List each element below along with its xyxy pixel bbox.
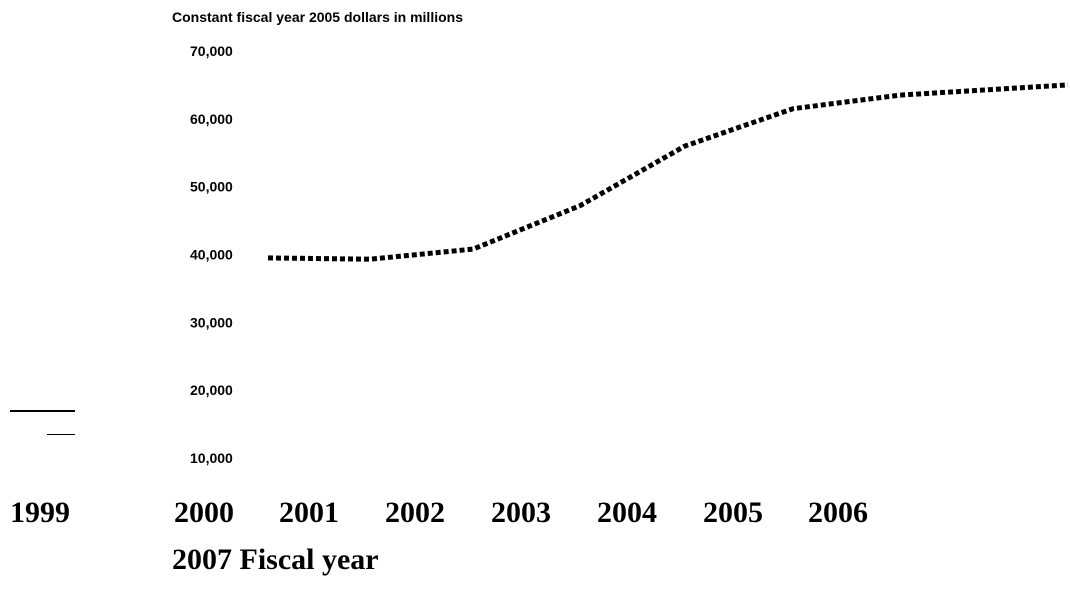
x-tick-label-2006: 2006 bbox=[808, 496, 868, 529]
x-tick-labels: 1999 2000 2001 2002 2003 2004 2005 2006 bbox=[10, 496, 868, 529]
series-layer bbox=[267, 82, 1069, 262]
x-tick-label-2000: 2000 bbox=[174, 496, 234, 529]
y-axis-title: Constant fiscal year 2005 dollars in mil… bbox=[172, 9, 463, 25]
y-tick-labels: 70,000 60,000 50,000 40,000 30,000 20,000 10,0… bbox=[190, 43, 233, 466]
x-tick-label-2005: 2005 bbox=[703, 496, 763, 529]
x-tick-label-2001: 2001 bbox=[279, 496, 339, 529]
y-tick-label-20000: 20,000 bbox=[190, 382, 233, 398]
series-line-0 bbox=[267, 82, 1069, 262]
x-axis-title-line: 2007 Fiscal year bbox=[172, 543, 379, 577]
x-axis-title: Fiscal year bbox=[239, 543, 379, 576]
y-tick-label-70000: 70,000 bbox=[190, 43, 233, 59]
y-tick-label-30000: 30,000 bbox=[190, 314, 233, 330]
y-tick-label-50000: 50,000 bbox=[190, 179, 233, 195]
legend-line-thin bbox=[47, 434, 75, 435]
legend-line-solid bbox=[10, 410, 75, 412]
y-tick-label-10000: 10,000 bbox=[190, 450, 233, 466]
x-tick-label-2003: 2003 bbox=[491, 496, 551, 529]
x-tick-label-2004: 2004 bbox=[597, 496, 657, 529]
x-tick-label-2007: 2007 bbox=[172, 543, 232, 576]
y-tick-label-60000: 60,000 bbox=[190, 111, 233, 127]
x-tick-label-1999: 1999 bbox=[10, 496, 70, 529]
x-tick-label-2002: 2002 bbox=[385, 496, 445, 529]
y-tick-label-40000: 40,000 bbox=[190, 247, 233, 263]
